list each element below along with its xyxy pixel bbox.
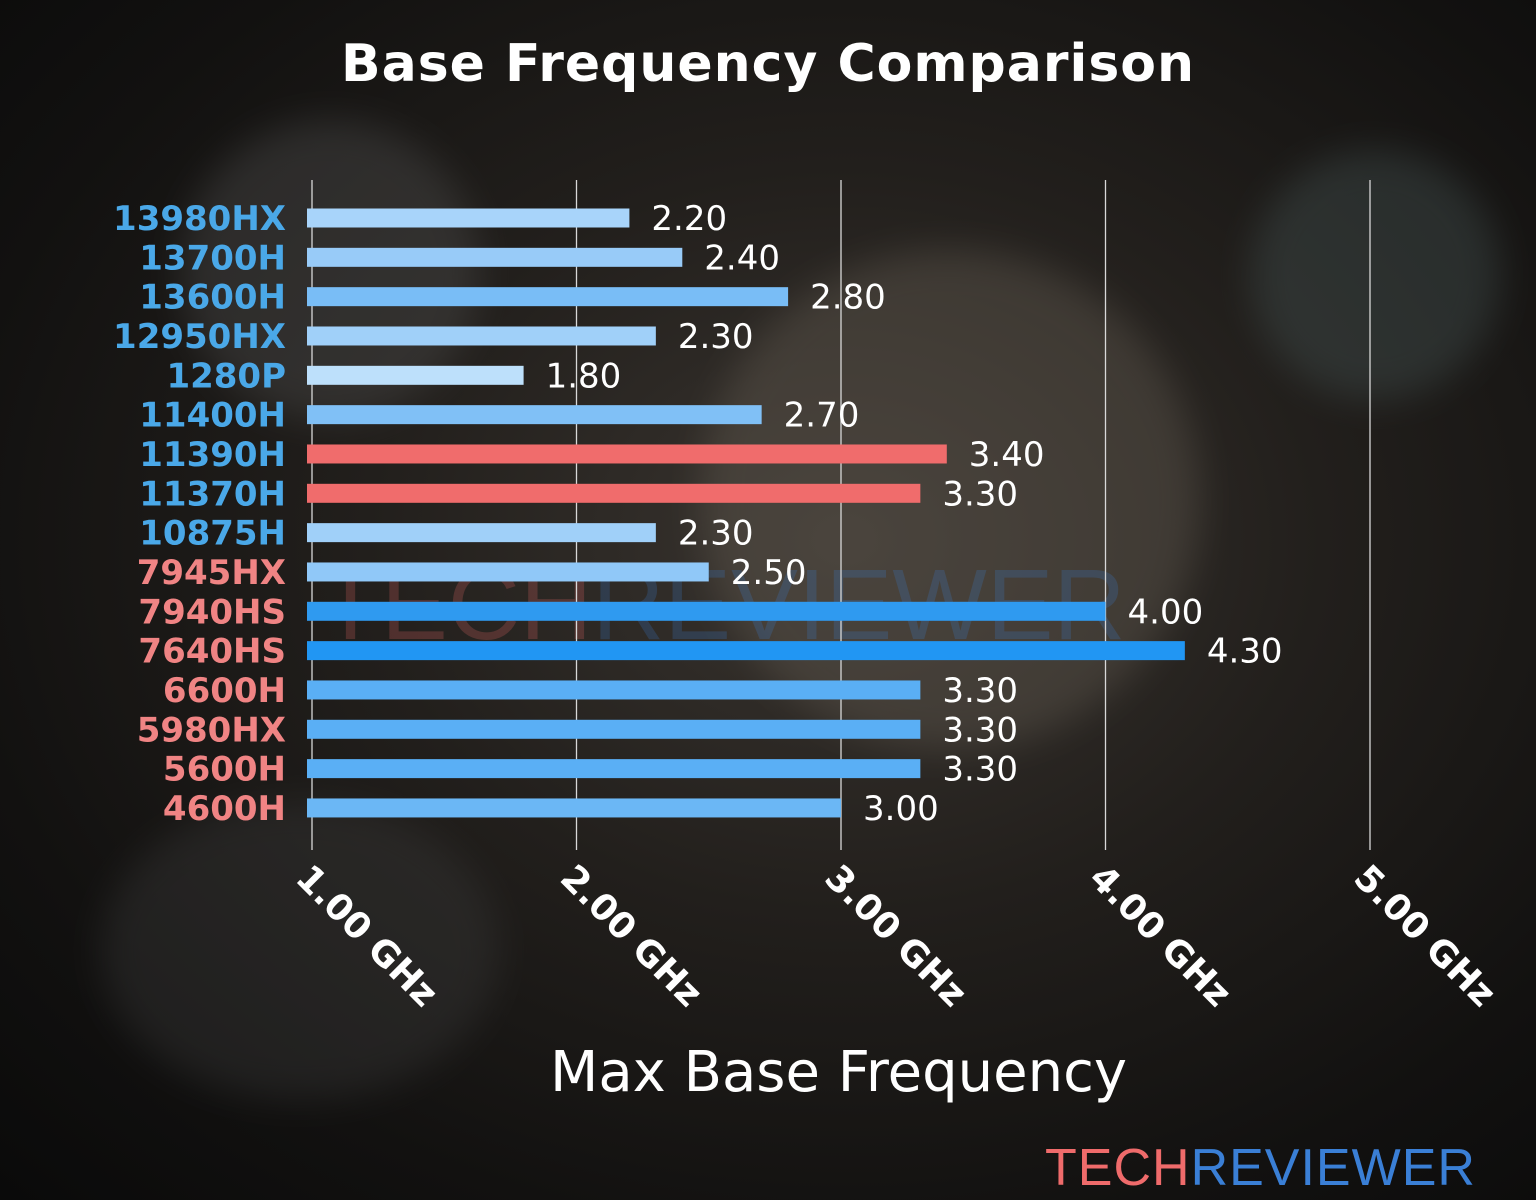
data-label: 2.30	[678, 514, 754, 554]
data-label: 3.00	[863, 789, 939, 829]
category-label: 4600H	[163, 789, 286, 829]
data-label: 2.30	[678, 317, 754, 357]
data-label: 2.50	[731, 553, 807, 593]
category-label: 11370H	[139, 474, 286, 514]
x-tick-label: 3.00 GHz	[817, 857, 975, 1015]
category-label: 12950HX	[113, 317, 286, 357]
category-label: 5600H	[163, 750, 286, 790]
bar	[307, 247, 683, 267]
bar	[307, 405, 762, 425]
category-label: 7945HX	[137, 553, 286, 593]
data-label: 3.30	[942, 474, 1018, 514]
data-label: 3.30	[942, 750, 1018, 790]
bar	[307, 287, 789, 307]
bar	[307, 365, 524, 385]
x-tick-label: 1.00 GHz	[288, 857, 446, 1015]
data-label: 4.30	[1207, 632, 1283, 672]
category-label: 7640HS	[138, 632, 286, 672]
bar	[307, 759, 921, 779]
chart-title: Base Frequency Comparison	[340, 34, 1196, 94]
bar	[307, 601, 1106, 621]
background-blur	[100, 800, 500, 1100]
x-tick-label: 5.00 GHz	[1346, 857, 1504, 1015]
x-tick-label: 4.00 GHz	[1081, 857, 1239, 1015]
category-label: 7940HS	[138, 592, 286, 632]
bar	[307, 523, 656, 543]
category-label: 1280P	[166, 356, 286, 396]
data-label: 2.40	[704, 238, 780, 278]
bar	[307, 326, 656, 346]
category-label: 11390H	[139, 435, 286, 475]
category-label: 13980HX	[113, 199, 286, 239]
data-label: 3.30	[942, 710, 1018, 750]
category-label: 13700H	[139, 238, 286, 278]
data-label: 2.80	[810, 278, 886, 318]
bar	[307, 798, 841, 818]
data-label: 2.70	[784, 396, 860, 436]
bar	[307, 208, 630, 228]
data-label: 2.20	[651, 199, 727, 239]
category-label: 6600H	[163, 671, 286, 711]
bar	[307, 641, 1185, 661]
category-label: 10875H	[139, 514, 286, 554]
bar	[307, 719, 921, 739]
bar	[307, 680, 921, 700]
data-label: 1.80	[546, 356, 622, 396]
bar	[307, 483, 921, 503]
data-label: 3.30	[942, 671, 1018, 711]
category-label: 13600H	[139, 278, 286, 318]
bar	[307, 444, 947, 464]
techreviewer-logo: TECHREVIEWER	[1045, 1139, 1476, 1197]
background-blur	[1250, 150, 1500, 400]
data-label: 3.40	[969, 435, 1045, 475]
x-axis-label: Max Base Frequency	[550, 1040, 1128, 1105]
bar	[307, 562, 709, 582]
category-label: 5980HX	[137, 710, 286, 750]
x-tick-label: 2.00 GHz	[552, 857, 710, 1015]
category-label: 11400H	[139, 396, 286, 436]
data-label: 4.00	[1128, 592, 1204, 632]
